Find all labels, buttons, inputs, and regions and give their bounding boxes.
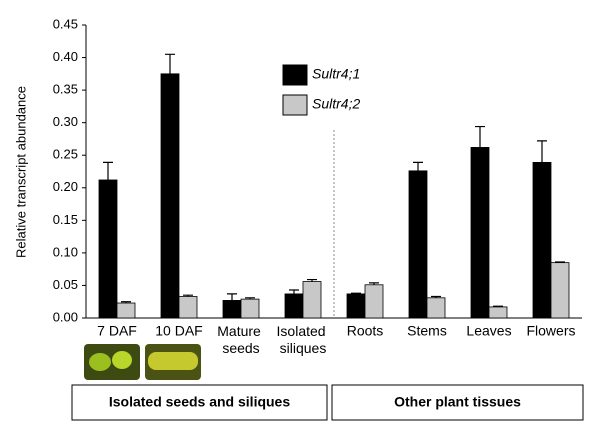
error-bar — [121, 301, 131, 304]
error-bar — [245, 297, 255, 300]
y-tick-label: 0.15 — [53, 212, 78, 227]
legend-label: Sultr4;1 — [312, 66, 360, 82]
error-bar — [413, 161, 423, 171]
error-bar — [103, 161, 113, 180]
bar — [116, 302, 136, 319]
legend-label: Sultr4;2 — [312, 96, 360, 112]
error-bar — [183, 294, 193, 297]
x-tick-label: 7 DAF — [97, 323, 137, 339]
x-tick-label: Stems — [407, 323, 447, 339]
y-tick-label: 0.25 — [53, 147, 78, 162]
y-tick-label: 0.30 — [53, 114, 78, 129]
seed-image-detail — [112, 351, 132, 369]
y-tick-label: 0.45 — [53, 16, 78, 31]
group-box — [331, 384, 584, 421]
bar — [364, 284, 384, 319]
bar — [98, 179, 118, 319]
bar — [470, 147, 490, 319]
legend-swatch — [282, 64, 308, 86]
bar — [160, 73, 180, 319]
bar — [532, 161, 552, 319]
bar — [302, 281, 322, 319]
bar — [284, 293, 304, 319]
bar — [346, 293, 366, 319]
y-tick-label: 0.35 — [53, 82, 78, 97]
y-tick-label: 0.00 — [53, 309, 78, 324]
error-bar — [369, 282, 379, 285]
y-tick-label: 0.40 — [53, 49, 78, 64]
bar — [550, 262, 570, 319]
group-box — [71, 384, 328, 421]
error-bar — [227, 293, 237, 301]
bar — [488, 306, 508, 319]
bar — [426, 297, 446, 319]
error-bar — [475, 125, 485, 148]
bar — [222, 300, 242, 319]
x-tick-label: Mature seeds — [217, 323, 264, 356]
error-bar — [165, 53, 175, 74]
seed-image-detail — [148, 352, 198, 370]
bar — [178, 296, 198, 319]
error-bar — [289, 289, 299, 294]
x-tick-label: 10 DAF — [155, 323, 202, 339]
y-tick-label: 0.10 — [53, 244, 78, 259]
bar — [408, 170, 428, 319]
group-label: Other plant tissues — [394, 394, 521, 410]
x-tick-label: Isolated siliques — [277, 323, 330, 356]
y-axis-label: Relative transcript abundance — [13, 86, 28, 258]
y-tick-label: 0.05 — [53, 277, 78, 292]
x-tick-label: Flowers — [526, 323, 575, 339]
seed-image-detail — [89, 353, 111, 371]
error-bar — [351, 292, 361, 294]
error-bar — [493, 305, 503, 307]
error-bar — [307, 278, 317, 282]
bar — [240, 298, 260, 319]
y-tick-label: 0.20 — [53, 179, 78, 194]
error-bar — [537, 140, 547, 163]
x-tick-label: Roots — [347, 323, 384, 339]
x-tick-label: Leaves — [466, 323, 511, 339]
error-bar — [431, 295, 441, 298]
group-label: Isolated seeds and siliques — [109, 394, 291, 410]
error-bar — [555, 261, 565, 263]
legend-swatch — [282, 94, 308, 116]
